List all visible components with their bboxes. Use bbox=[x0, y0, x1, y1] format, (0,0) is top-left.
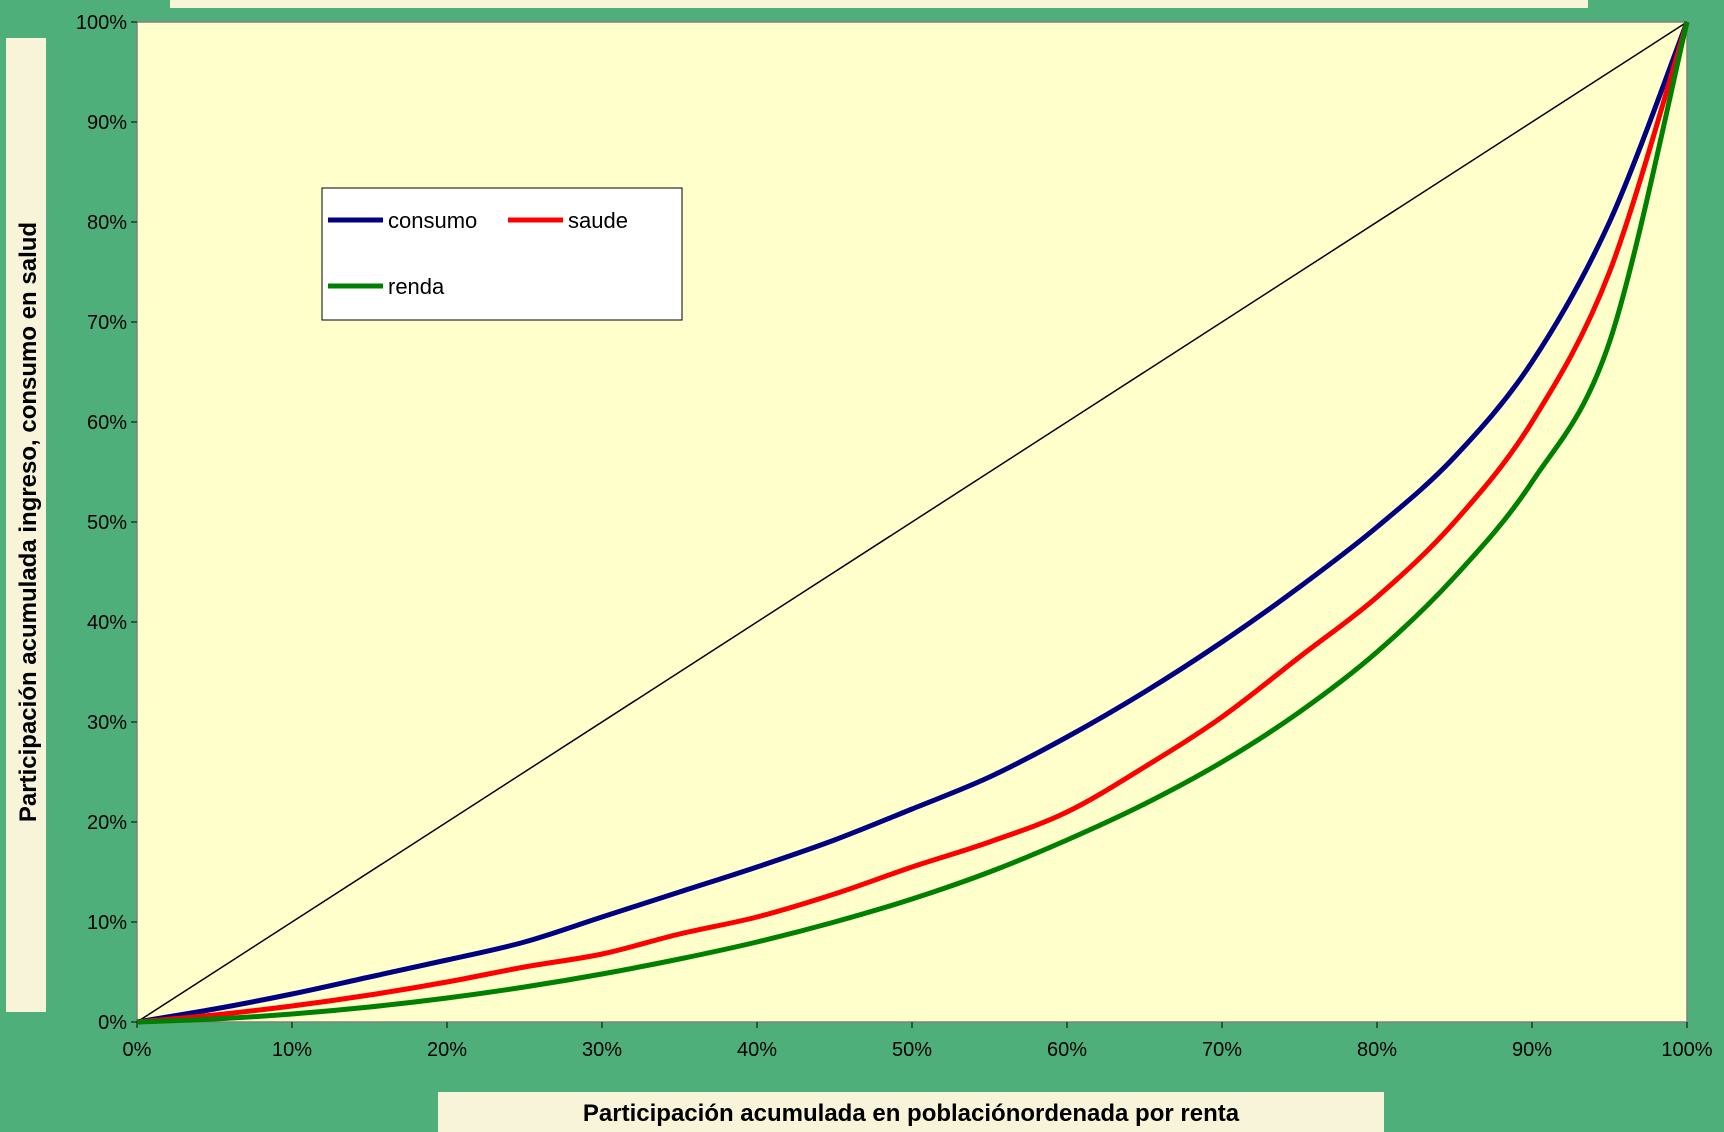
y-tick-label: 70% bbox=[87, 312, 127, 334]
y-tick-label: 50% bbox=[87, 512, 127, 534]
y-tick-label: 30% bbox=[87, 712, 127, 734]
legend-box bbox=[321, 187, 683, 321]
legend-label-consumo: consumo bbox=[388, 208, 477, 233]
x-tick-label: 30% bbox=[582, 1039, 622, 1061]
xlabel-panel bbox=[438, 1092, 1384, 1132]
y-tick-label: 80% bbox=[87, 212, 127, 234]
y-tick-label: 100% bbox=[76, 12, 127, 34]
x-tick-label: 90% bbox=[1512, 1039, 1552, 1061]
x-tick-label: 0% bbox=[123, 1039, 152, 1061]
legend-label-renda: renda bbox=[388, 274, 445, 299]
x-tick-label: 20% bbox=[427, 1039, 467, 1061]
x-tick-label: 80% bbox=[1357, 1039, 1397, 1061]
y-tick-label: 20% bbox=[87, 812, 127, 834]
equality-line bbox=[136, 21, 1688, 1023]
series-line-saude bbox=[136, 21, 1690, 1025]
series-lines bbox=[136, 21, 1690, 1025]
y-tick-label: 10% bbox=[87, 912, 127, 934]
x-tick-label: 60% bbox=[1047, 1039, 1087, 1061]
y-axis-ticks: 0% 10% 20% 30% 40% 50% 60% 70% 80% 90% 100% bbox=[76, 12, 137, 1034]
x-tick-label: 40% bbox=[737, 1039, 777, 1061]
x-axis-ticks: 0% 10% 20% 30% 40% 50% 60% 70% 80% 90% 100% bbox=[123, 1022, 1713, 1061]
x-tick-label: 50% bbox=[892, 1039, 932, 1061]
y-tick-label: 90% bbox=[87, 112, 127, 134]
y-axis-title: Participación acumulada ingreso, consumo… bbox=[15, 222, 42, 822]
x-axis-title: Participación acumulada en poblaciónorde… bbox=[583, 1100, 1240, 1127]
x-tick-label: 100% bbox=[1661, 1039, 1712, 1061]
legend: consumo saude renda bbox=[321, 187, 683, 321]
y-tick-label: 40% bbox=[87, 612, 127, 634]
legend-label-saude: saude bbox=[568, 208, 628, 233]
series-line-renda bbox=[136, 21, 1690, 1025]
y-tick-label: 60% bbox=[87, 412, 127, 434]
series-line-consumo bbox=[136, 21, 1690, 1025]
x-tick-label: 70% bbox=[1202, 1039, 1242, 1061]
title-banner bbox=[170, 0, 1588, 8]
x-tick-label: 10% bbox=[272, 1039, 312, 1061]
ylabel-panel bbox=[6, 38, 46, 1012]
y-tick-label: 0% bbox=[98, 1012, 127, 1034]
